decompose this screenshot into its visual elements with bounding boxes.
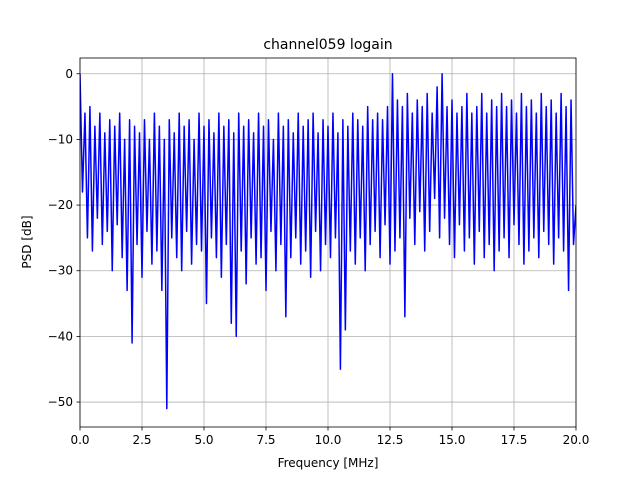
x-tick-label: 7.5	[256, 433, 275, 447]
x-tick-label: 20.0	[563, 433, 590, 447]
data-line	[80, 73, 576, 410]
x-tick-label: 10.0	[315, 433, 342, 447]
x-tick-label: 5.0	[194, 433, 213, 447]
plot-frame	[79, 57, 577, 428]
y-tick-label: −10	[48, 132, 73, 146]
x-tick-label: 15.0	[439, 433, 466, 447]
y-tick-label: −40	[48, 329, 73, 343]
x-tick-label: 2.5	[132, 433, 151, 447]
x-tick-label: 12.5	[377, 433, 404, 447]
y-axis-label: PSD [dB]	[20, 215, 34, 268]
x-axis-label: Frequency [MHz]	[278, 456, 379, 470]
chart-title: channel059 logain	[263, 37, 392, 53]
x-tick-label: 0.0	[70, 433, 89, 447]
y-tick-label: −50	[48, 395, 73, 409]
y-tick-label: −30	[48, 264, 73, 278]
y-tick-label: 0	[65, 67, 73, 81]
x-tick-label: 17.5	[501, 433, 528, 447]
y-tick-label: −20	[48, 198, 73, 212]
